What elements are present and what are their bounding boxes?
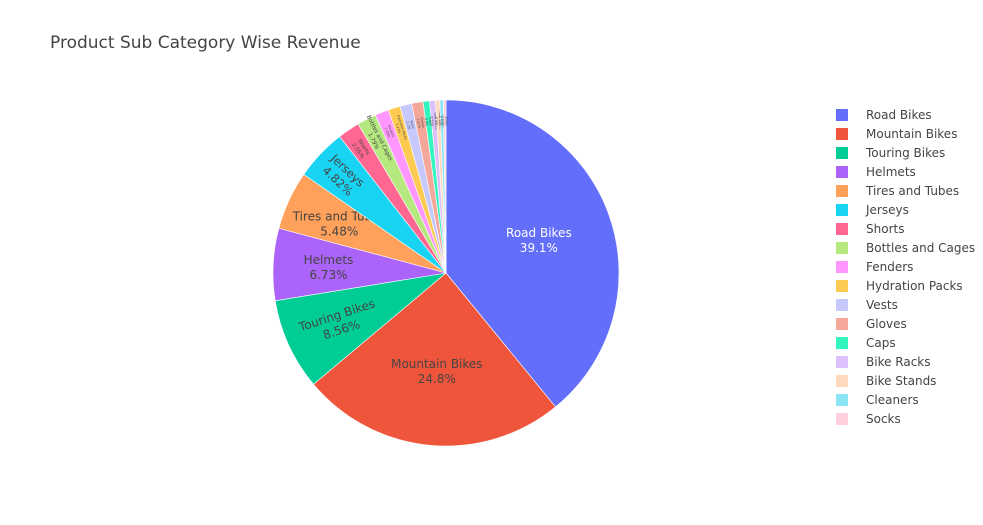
slice-label-percent: 5.48% xyxy=(320,225,358,239)
legend-swatch xyxy=(836,374,848,387)
legend-item-road-bikes[interactable]: Road Bikes xyxy=(836,105,975,124)
legend-label: Vests xyxy=(866,297,898,312)
legend-swatch xyxy=(836,222,848,235)
slice-label-name: Gloves xyxy=(420,117,426,129)
legend-item-helmets[interactable]: Helmets xyxy=(836,162,975,181)
slice-label-name: Socks xyxy=(445,116,449,126)
slice-label-percent: 0.24% xyxy=(441,116,445,126)
pie-slice-socks[interactable] xyxy=(443,99,447,274)
legend-label: Cleaners xyxy=(866,392,919,407)
slice-label-percent: 0.55% xyxy=(430,116,435,126)
slice-label-name: Fenders xyxy=(387,124,396,137)
legend-item-touring-bikes[interactable]: Touring Bikes xyxy=(836,143,975,162)
slice-label-name: Caps xyxy=(428,117,433,126)
slice-label-percent: 0.33% xyxy=(438,116,442,126)
legend-label: Shorts xyxy=(866,221,905,236)
slice-label-percent: 1.13% xyxy=(395,123,402,134)
legend-item-bottles-and-cages[interactable]: Bottles and Cages xyxy=(836,238,975,257)
slice-label-name: Hydration Packs xyxy=(396,114,408,140)
legend-item-cleaners[interactable]: Cleaners xyxy=(836,390,975,409)
legend-label: Hydration Packs xyxy=(866,278,963,293)
legend-item-socks[interactable]: Socks xyxy=(836,409,975,428)
legend-item-mountain-bikes[interactable]: Mountain Bikes xyxy=(836,124,975,143)
legend-label: Fenders xyxy=(866,259,914,274)
slice-label-name: Bike Racks xyxy=(433,112,438,130)
legend-swatch xyxy=(836,279,848,292)
legend-label: Gloves xyxy=(866,316,907,331)
slice-label-name: Mountain Bikes xyxy=(391,357,482,371)
legend-swatch xyxy=(836,203,848,216)
legend-swatch xyxy=(836,336,848,349)
legend-swatch xyxy=(836,146,848,159)
legend-label: Jerseys xyxy=(866,202,909,217)
legend-item-caps[interactable]: Caps xyxy=(836,333,975,352)
slice-label-percent: 24.8% xyxy=(418,372,456,386)
legend-swatch xyxy=(836,298,848,311)
legend-label: Road Bikes xyxy=(866,107,932,122)
legend-item-jerseys[interactable]: Jerseys xyxy=(836,200,975,219)
legend-item-tires-and-tubes[interactable]: Tires and Tubes xyxy=(836,181,975,200)
slice-label-name: Vests xyxy=(409,120,415,129)
legend-swatch xyxy=(836,317,848,330)
legend-item-shorts[interactable]: Shorts xyxy=(836,219,975,238)
legend-label: Touring Bikes xyxy=(866,145,946,160)
legend-item-gloves[interactable]: Gloves xyxy=(836,314,975,333)
legend-label: Tires and Tubes xyxy=(866,183,960,198)
legend-swatch xyxy=(836,260,848,273)
slice-label-percent: 0.4% xyxy=(434,117,438,125)
legend-label: Mountain Bikes xyxy=(866,126,958,141)
pie-slice-touring-bikes[interactable] xyxy=(274,272,448,385)
legend-label: Helmets xyxy=(866,164,916,179)
legend-item-bike-racks[interactable]: Bike Racks xyxy=(836,352,975,371)
slice-label-percent: 1.07% xyxy=(416,118,422,129)
legend-label: Bike Stands xyxy=(866,373,937,388)
slice-label-percent: 39.1% xyxy=(520,241,558,255)
legend-item-fenders[interactable]: Fenders xyxy=(836,257,975,276)
legend-label: Caps xyxy=(866,335,896,350)
slice-label-percent: 0.6% xyxy=(424,118,429,127)
chart-legend: Road Bikes Mountain Bikes Touring Bikes Hel… xyxy=(836,105,975,428)
legend-swatch xyxy=(836,108,848,121)
legend-swatch xyxy=(836,165,848,178)
slice-label-percent: 1.28% xyxy=(384,127,391,138)
legend-item-hydration-packs[interactable]: Hydration Packs xyxy=(836,276,975,295)
slice-label-name: Road Bikes xyxy=(506,226,572,240)
legend-label: Bottles and Cages xyxy=(866,240,976,255)
chart-title: Product Sub Category Wise Revenue xyxy=(50,33,361,53)
legend-item-bike-stands[interactable]: Bike Stands xyxy=(836,371,975,390)
pie-slice-mountain-bikes[interactable] xyxy=(313,272,556,447)
pie-slice-road-bikes[interactable] xyxy=(445,99,620,408)
slice-label-name: Helmets xyxy=(304,253,354,267)
legend-swatch xyxy=(836,127,848,140)
legend-swatch xyxy=(836,412,848,425)
slice-label-percent: 6.73% xyxy=(309,268,347,282)
legend-swatch xyxy=(836,241,848,254)
legend-label: Bike Racks xyxy=(866,354,931,369)
slice-label-percent: 1.1% xyxy=(406,121,412,130)
legend-swatch xyxy=(836,393,848,406)
legend-label: Socks xyxy=(866,411,901,426)
legend-swatch xyxy=(836,184,848,197)
legend-swatch xyxy=(836,355,848,368)
legend-item-vests[interactable]: Vests xyxy=(836,295,975,314)
